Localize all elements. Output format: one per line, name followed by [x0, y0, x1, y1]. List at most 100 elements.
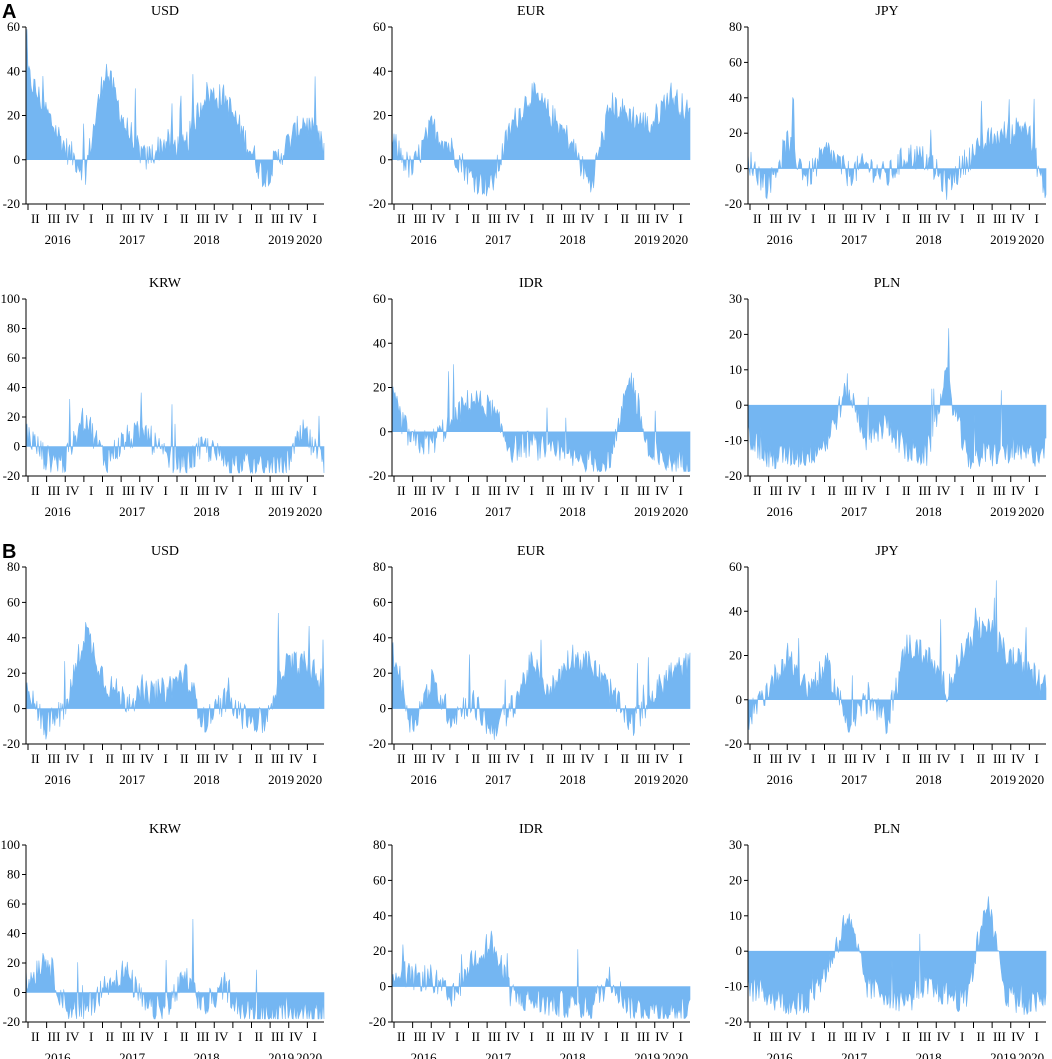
x-year-label: 2020 — [296, 232, 322, 247]
chart-title: IDR — [519, 276, 544, 291]
series-area — [747, 896, 1047, 1016]
x-tick-label: I — [455, 211, 459, 226]
y-tick-label: 20 — [7, 955, 20, 970]
series-area — [747, 328, 1047, 470]
x-tick-label: II — [180, 211, 189, 226]
y-tick-label: 40 — [373, 335, 386, 350]
x-tick-label: II — [546, 751, 555, 766]
x-tick-label: II — [827, 483, 836, 498]
x-tick-label: IV — [289, 211, 303, 226]
y-tick-label: 60 — [373, 872, 386, 887]
x-tick-label: III — [271, 211, 284, 226]
x-tick-label: III — [47, 211, 60, 226]
x-tick-label: IV — [655, 751, 669, 766]
x-tick-label: II — [471, 751, 480, 766]
y-tick-label: 40 — [373, 630, 386, 645]
x-tick-label: III — [562, 211, 575, 226]
x-tick-label: IV — [140, 483, 154, 498]
x-tick-label: III — [562, 751, 575, 766]
x-tick-label: I — [679, 1029, 683, 1044]
y-tick-label: 0 — [380, 979, 387, 994]
x-year-label: 2019 — [634, 232, 660, 247]
x-tick-label: I — [313, 483, 317, 498]
x-tick-label: III — [993, 751, 1006, 766]
x-tick-label: II — [620, 211, 629, 226]
x-year-label: 2016 — [45, 232, 72, 247]
x-tick-label: IV — [432, 751, 446, 766]
y-tick-label: 0 — [380, 424, 387, 439]
x-tick-label: III — [122, 751, 135, 766]
x-tick-label: IV — [432, 211, 446, 226]
x-tick-label: III — [122, 211, 135, 226]
x-year-label: 2018 — [194, 1050, 220, 1059]
x-tick-label: IV — [862, 483, 876, 498]
panel-label-b: B — [2, 541, 16, 563]
x-tick-label: I — [1035, 751, 1039, 766]
y-tick-label: 20 — [729, 326, 742, 341]
x-year-label: 2018 — [560, 232, 586, 247]
x-year-label: 2019 — [268, 504, 294, 519]
y-tick-label: -20 — [369, 1014, 386, 1029]
y-tick-label: -20 — [725, 468, 742, 483]
x-tick-label: II — [620, 1029, 629, 1044]
x-year-label: 2017 — [119, 1050, 146, 1059]
x-tick-label: I — [164, 1029, 168, 1044]
x-tick-label: II — [976, 483, 985, 498]
y-tick-label: -10 — [725, 979, 742, 994]
y-tick-label: -20 — [3, 196, 20, 211]
x-tick-label: IV — [655, 211, 669, 226]
x-tick-label: IV — [289, 751, 303, 766]
x-tick-label: III — [271, 751, 284, 766]
y-tick-label: 60 — [373, 19, 386, 34]
x-year-label: 2019 — [268, 232, 294, 247]
x-year-label: 2017 — [119, 772, 146, 787]
x-tick-label: III — [196, 483, 209, 498]
x-tick-label: IV — [1011, 751, 1025, 766]
x-year-label: 2017 — [485, 1050, 512, 1059]
x-tick-label: I — [238, 751, 242, 766]
x-tick-label: IV — [937, 751, 951, 766]
x-tick-label: III — [993, 1029, 1006, 1044]
x-year-label: 2020 — [1018, 772, 1044, 787]
x-year-label: 2018 — [194, 772, 220, 787]
x-year-label: 2020 — [296, 504, 322, 519]
x-tick-label: III — [993, 211, 1006, 226]
x-tick-label: II — [827, 751, 836, 766]
y-tick-label: 0 — [380, 701, 387, 716]
x-year-label: 2016 — [411, 232, 438, 247]
x-tick-label: II — [827, 211, 836, 226]
x-year-label: 2019 — [990, 1050, 1016, 1059]
x-tick-label: II — [753, 483, 762, 498]
x-tick-label: III — [488, 211, 501, 226]
x-year-label: 2020 — [662, 772, 688, 787]
x-year-label: 2016 — [411, 1050, 438, 1059]
x-year-label: 2017 — [485, 232, 512, 247]
x-year-label: 2016 — [45, 1050, 72, 1059]
x-year-label: 2020 — [296, 772, 322, 787]
y-tick-label: 0 — [14, 439, 21, 454]
x-year-label: 2016 — [767, 504, 794, 519]
x-tick-label: II — [546, 483, 555, 498]
y-tick-label: 20 — [7, 409, 20, 424]
y-tick-label: -20 — [369, 736, 386, 751]
x-tick-label: IV — [432, 1029, 446, 1044]
x-tick-label: I — [89, 1029, 93, 1044]
y-tick-label: 20 — [373, 665, 386, 680]
y-tick-label: 60 — [7, 19, 20, 34]
x-tick-label: III — [918, 1029, 931, 1044]
x-tick-label: IV — [506, 211, 520, 226]
y-tick-label: -20 — [725, 1014, 742, 1029]
x-year-label: 2018 — [916, 772, 942, 787]
x-tick-label: II — [180, 751, 189, 766]
x-tick-label: III — [196, 751, 209, 766]
y-tick-label: 0 — [736, 943, 743, 958]
x-tick-label: I — [238, 211, 242, 226]
x-tick-label: I — [238, 1029, 242, 1044]
x-tick-label: I — [604, 1029, 608, 1044]
